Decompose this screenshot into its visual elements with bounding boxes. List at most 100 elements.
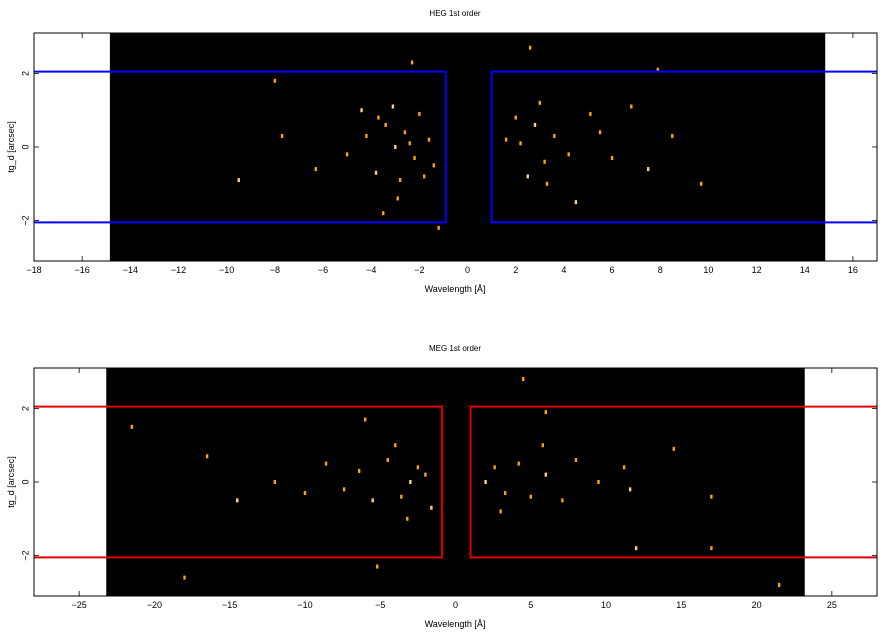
heg-x-axis-label: Wavelength [Å]: [425, 284, 486, 294]
heg-event-point: [427, 137, 431, 142]
meg-event-point: [544, 472, 548, 477]
heg-event-point: [671, 133, 674, 138]
heg-event-point: [519, 141, 522, 146]
meg-x-tick-label: −5: [375, 600, 385, 610]
heg-data-region: [109, 33, 826, 261]
heg-x-tick-label: −6: [318, 265, 328, 275]
heg-event-point: [538, 100, 541, 105]
meg-event-point: [634, 546, 638, 551]
meg-plot-area: −25 −20 −15 −10 −5 0 5 10 15 20 25−202: [20, 367, 878, 610]
meg-x-axis-label: Wavelength [Å]: [425, 619, 486, 629]
meg-x-tick-label: 0: [453, 600, 458, 610]
meg-x-tick-label: 5: [528, 600, 533, 610]
heg-event-point: [394, 145, 397, 149]
heg-extraction-region: [34, 70, 447, 224]
heg-x-tick-label: −12: [171, 265, 186, 275]
heg-event-point: [408, 141, 411, 146]
meg-event-point: [499, 509, 502, 514]
heg-y-axis-label: tg_d [arcsec]: [6, 121, 16, 173]
heg-event-point: [273, 78, 277, 83]
heg-event-point: [418, 111, 421, 116]
meg-event-point: [273, 480, 277, 484]
meg-event-point: [777, 582, 781, 587]
meg-event-point: [597, 480, 600, 484]
heg-title: HEG 1st order: [429, 9, 480, 18]
heg-x-tick-label: 12: [752, 265, 762, 275]
meg-event-point: [430, 505, 433, 510]
meg-event-point: [406, 516, 409, 521]
meg-extraction-region: [469, 405, 877, 559]
heg-event-point: [504, 137, 508, 142]
meg-event-point: [324, 461, 328, 466]
heg-event-point: [526, 174, 529, 179]
heg-event-point: [545, 181, 549, 186]
heg-event-point: [382, 211, 385, 216]
meg-event-point: [394, 443, 397, 448]
heg-event-point: [374, 170, 378, 175]
meg-y-tick-label: 0: [20, 479, 30, 484]
heg-x-tick-label: −4: [366, 265, 376, 275]
heg-event-point: [610, 156, 614, 161]
heg-event-point: [360, 108, 363, 113]
heg-event-point: [396, 196, 399, 201]
meg-x-tick-label: 10: [601, 600, 611, 610]
meg-x-tick-label: 15: [676, 600, 686, 610]
heg-x-tick-label: −18: [26, 265, 41, 275]
meg-event-point: [236, 498, 239, 503]
heg-event-point: [567, 152, 570, 157]
heg-x-tick-label: −16: [75, 265, 90, 275]
meg-event-point: [574, 457, 578, 462]
heg-event-point: [528, 45, 532, 50]
heg-event-point: [574, 200, 578, 205]
meg-event-point: [529, 494, 532, 499]
heg-event-point: [630, 104, 633, 109]
meg-event-point: [710, 546, 713, 551]
heg-event-point: [403, 130, 407, 135]
heg-event-point: [365, 133, 368, 138]
meg-event-point: [628, 487, 632, 492]
heg-event-point: [656, 67, 660, 72]
heg-event-point: [410, 60, 414, 65]
heg-x-tick-label: 16: [848, 265, 858, 275]
heg-event-point: [280, 133, 284, 138]
meg-y-axis-label: tg_d [arcsec]: [6, 456, 16, 508]
heg-y-tick-label: 2: [20, 71, 30, 76]
heg-x-tick-label: 14: [800, 265, 810, 275]
heg-data-layer: [34, 33, 877, 261]
meg-event-point: [484, 480, 487, 484]
heg-event-point: [391, 104, 395, 109]
meg-event-point: [400, 494, 403, 499]
meg-data-region: [106, 368, 805, 596]
heg-event-point: [437, 225, 440, 230]
heg-event-point: [543, 159, 546, 164]
heg-x-tick-label: 10: [703, 265, 713, 275]
meg-event-point: [493, 465, 496, 470]
meg-event-point: [522, 377, 525, 382]
heg-plot-area: −18 −16 −14 −12 −10 −8 −6 −4 −2 0 2 4 6 8 10 12 14 16 −2 0 2: [20, 32, 878, 275]
meg-event-point: [503, 491, 507, 496]
heg-event-point: [646, 167, 650, 172]
heg-extraction-region: [490, 70, 877, 224]
heg-y-tick-label: −2: [20, 215, 30, 225]
heg-y-tick-label: 0: [20, 144, 30, 149]
meg-event-point: [541, 443, 545, 448]
heg-x-tick-label: 6: [610, 265, 615, 275]
meg-event-point: [363, 417, 367, 422]
heg-x-tick-label: −14: [123, 265, 138, 275]
meg-y-tick-label: −2: [20, 550, 30, 560]
heg-event-point: [589, 111, 592, 116]
meg-x-tick-label: −25: [72, 600, 87, 610]
heg-event-point: [398, 178, 402, 183]
meg-extraction-region: [34, 405, 443, 559]
meg-event-point: [622, 465, 626, 470]
heg-x-tick-label: −8: [270, 265, 280, 275]
meg-y-tick-label: 2: [20, 406, 30, 411]
heg-x-tick-label: 8: [658, 265, 663, 275]
heg-event-point: [384, 122, 387, 127]
meg-event-point: [386, 457, 389, 462]
meg-event-point: [710, 494, 713, 499]
heg-panel: HEG 1st order −18 −16 −14 −12 −10 −8 −6 −4 −2 0 2 4…: [6, 9, 878, 294]
heg-event-point: [413, 156, 416, 161]
heg-event-point: [699, 181, 703, 186]
